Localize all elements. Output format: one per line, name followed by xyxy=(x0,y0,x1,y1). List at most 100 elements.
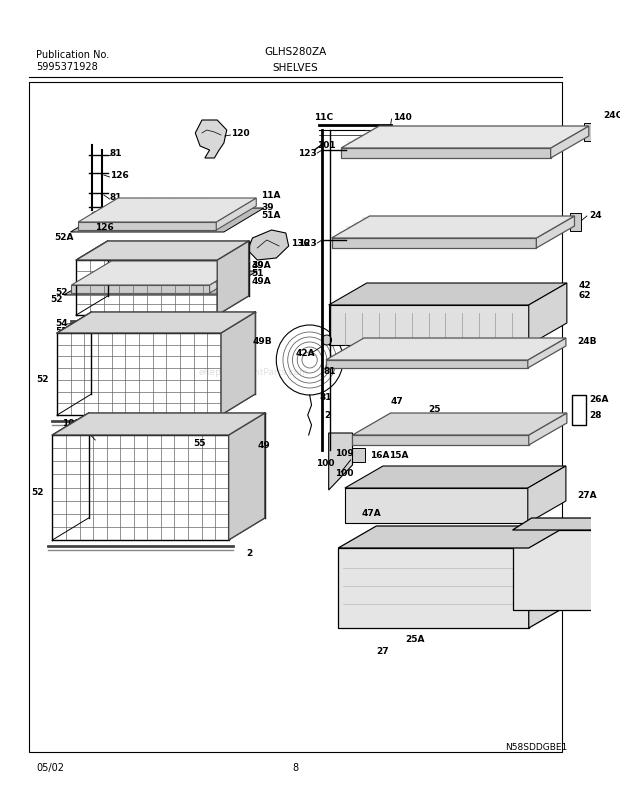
Polygon shape xyxy=(221,312,255,415)
Polygon shape xyxy=(326,338,566,360)
Text: 51: 51 xyxy=(141,419,153,427)
Text: 54: 54 xyxy=(193,427,206,435)
Text: 28: 28 xyxy=(589,411,601,419)
Text: 24C: 24C xyxy=(603,112,620,121)
Text: 136: 136 xyxy=(291,239,309,247)
Text: 81: 81 xyxy=(110,193,122,201)
Text: 5995371928: 5995371928 xyxy=(36,62,98,72)
Text: eReplacementParts.com: eReplacementParts.com xyxy=(199,368,309,377)
Polygon shape xyxy=(71,208,264,232)
Text: 26A: 26A xyxy=(589,394,608,404)
Polygon shape xyxy=(195,120,227,158)
Text: 55: 55 xyxy=(193,439,205,447)
Polygon shape xyxy=(528,466,566,523)
Polygon shape xyxy=(332,238,536,248)
Text: 05/02: 05/02 xyxy=(36,763,64,773)
Polygon shape xyxy=(248,230,289,260)
Text: 47A: 47A xyxy=(362,509,382,519)
Text: 11: 11 xyxy=(200,252,213,262)
Polygon shape xyxy=(329,305,529,345)
Text: GLHS280ZA: GLHS280ZA xyxy=(264,47,327,57)
Polygon shape xyxy=(528,338,566,368)
Text: 123: 123 xyxy=(298,239,317,247)
Polygon shape xyxy=(353,435,529,445)
Polygon shape xyxy=(217,241,249,315)
Text: 101: 101 xyxy=(317,140,336,150)
Polygon shape xyxy=(326,360,528,368)
Circle shape xyxy=(322,335,332,345)
Polygon shape xyxy=(329,433,353,490)
Text: 42: 42 xyxy=(578,281,591,289)
Text: 100: 100 xyxy=(335,469,354,478)
Polygon shape xyxy=(332,216,575,238)
Text: 49B: 49B xyxy=(252,336,272,346)
Polygon shape xyxy=(57,312,255,333)
Text: 49: 49 xyxy=(257,440,270,450)
Text: 140: 140 xyxy=(394,113,412,121)
Text: 120: 120 xyxy=(231,128,249,137)
Text: 25: 25 xyxy=(428,404,441,413)
Text: 49A: 49A xyxy=(252,278,272,286)
Polygon shape xyxy=(341,126,589,148)
Text: 2: 2 xyxy=(324,411,330,419)
Polygon shape xyxy=(529,413,567,445)
Polygon shape xyxy=(338,548,529,628)
Polygon shape xyxy=(64,271,257,295)
Bar xyxy=(572,395,586,425)
Polygon shape xyxy=(529,283,567,345)
Polygon shape xyxy=(345,466,566,488)
Text: 126: 126 xyxy=(95,223,114,232)
Text: 11C: 11C xyxy=(314,113,334,121)
Text: 2: 2 xyxy=(227,320,233,330)
Polygon shape xyxy=(229,413,265,540)
Text: 16A: 16A xyxy=(370,450,389,459)
Text: 15A: 15A xyxy=(389,450,408,459)
Text: 97: 97 xyxy=(346,351,358,359)
Text: 27A: 27A xyxy=(577,492,597,500)
Text: 39: 39 xyxy=(261,204,273,213)
Text: 42A: 42A xyxy=(295,348,315,358)
Text: N58SDDGBE1: N58SDDGBE1 xyxy=(505,744,567,753)
Text: 25A: 25A xyxy=(405,635,425,645)
Text: 54: 54 xyxy=(55,319,68,328)
Polygon shape xyxy=(78,222,216,230)
Text: 47: 47 xyxy=(391,396,404,405)
Bar xyxy=(570,213,581,231)
Polygon shape xyxy=(613,518,620,610)
Polygon shape xyxy=(513,530,613,610)
Text: 49A: 49A xyxy=(252,260,272,270)
Text: 81: 81 xyxy=(110,148,122,158)
Polygon shape xyxy=(71,285,210,293)
Text: 52A: 52A xyxy=(55,232,74,242)
Ellipse shape xyxy=(92,212,103,219)
Text: SHELVES: SHELVES xyxy=(272,63,318,73)
Polygon shape xyxy=(353,413,567,435)
Text: 39: 39 xyxy=(252,262,264,270)
Polygon shape xyxy=(76,241,249,260)
Text: 100: 100 xyxy=(316,458,335,468)
Polygon shape xyxy=(71,261,250,285)
Polygon shape xyxy=(529,526,567,628)
Polygon shape xyxy=(53,413,265,435)
Polygon shape xyxy=(338,526,567,548)
Text: 81: 81 xyxy=(319,393,332,403)
Text: 123: 123 xyxy=(298,148,317,158)
Text: 27: 27 xyxy=(376,648,389,657)
Polygon shape xyxy=(78,198,256,222)
Polygon shape xyxy=(329,283,567,305)
Text: 109: 109 xyxy=(335,449,354,458)
Polygon shape xyxy=(341,148,551,158)
Text: 51A: 51A xyxy=(261,212,280,220)
Text: 101: 101 xyxy=(62,419,81,427)
Text: 55: 55 xyxy=(55,328,68,336)
Text: 8: 8 xyxy=(292,763,298,773)
Bar xyxy=(348,448,365,462)
Text: 62: 62 xyxy=(578,290,591,300)
Text: Publication No.: Publication No. xyxy=(36,50,110,60)
Text: 51: 51 xyxy=(151,320,164,330)
Polygon shape xyxy=(513,518,620,530)
Polygon shape xyxy=(551,126,589,158)
Text: 2: 2 xyxy=(246,550,252,558)
Text: 52: 52 xyxy=(55,288,68,297)
Text: 81: 81 xyxy=(324,367,337,377)
